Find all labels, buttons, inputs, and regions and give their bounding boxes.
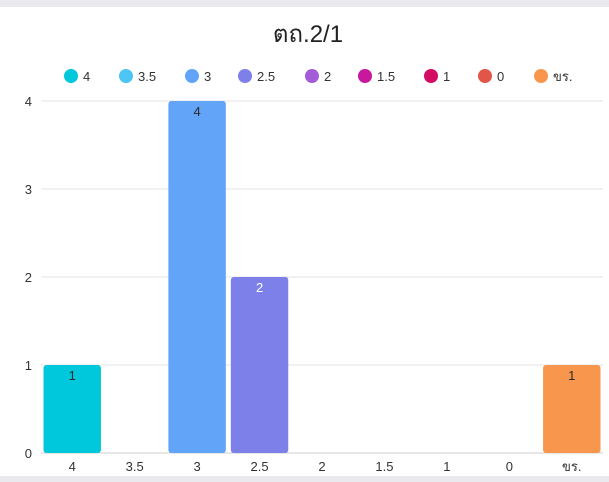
bar[interactable] bbox=[43, 365, 101, 453]
x-tick-label: 1 bbox=[443, 459, 450, 474]
legend-label: 2.5 bbox=[257, 69, 275, 84]
legend-label: 3 bbox=[204, 69, 211, 84]
legend-label: 1.5 bbox=[377, 69, 395, 84]
grid-lines bbox=[41, 100, 603, 454]
bar-data-label: 1 bbox=[69, 368, 76, 383]
legend-item[interactable]: 3.5 bbox=[119, 69, 156, 84]
x-tick-label: 0 bbox=[506, 459, 513, 474]
legend-label: 3.5 bbox=[138, 69, 156, 84]
bar[interactable] bbox=[543, 365, 601, 453]
legend-swatch bbox=[238, 69, 252, 83]
legend-label: 4 bbox=[83, 69, 90, 84]
legend-swatch bbox=[478, 69, 492, 83]
legend-label: 2 bbox=[324, 69, 331, 84]
legend-swatch bbox=[119, 69, 133, 83]
x-tick-label: ขร. bbox=[562, 459, 581, 474]
x-axis: 4 3.5 3 2.5 2 1.5 1 0 ขร. bbox=[69, 459, 582, 474]
bar-chart: ตถ.2/1 4 3.5 3 2.5 2 1.5 1 0 ขร. 0 1 2 3 4 1 4 2 1 4 3.5… bbox=[25, 21, 603, 474]
bar-data-label: 4 bbox=[193, 104, 200, 119]
legend-swatch bbox=[64, 69, 78, 83]
y-tick-label: 1 bbox=[25, 358, 32, 373]
bar-data-label: 1 bbox=[568, 368, 575, 383]
legend: 4 3.5 3 2.5 2 1.5 1 0 ขร. bbox=[64, 69, 572, 84]
bars: 1 4 2 1 bbox=[43, 101, 601, 453]
y-tick-label: 4 bbox=[25, 94, 32, 109]
legend-item[interactable]: 4 bbox=[64, 69, 90, 84]
y-tick-label: 0 bbox=[25, 446, 32, 461]
chart-panel: ตถ.2/1 4 3.5 3 2.5 2 1.5 1 0 ขร. 0 1 2 3 4 1 4 2 1 4 3.5… bbox=[0, 7, 609, 476]
legend-item[interactable]: 3 bbox=[185, 69, 211, 84]
legend-swatch bbox=[424, 69, 438, 83]
x-tick-label: 1.5 bbox=[375, 459, 393, 474]
legend-label: 0 bbox=[497, 69, 504, 84]
y-tick-label: 2 bbox=[25, 270, 32, 285]
legend-item[interactable]: 2.5 bbox=[238, 69, 275, 84]
legend-item[interactable]: 2 bbox=[305, 69, 331, 84]
x-tick-label: 2.5 bbox=[251, 459, 269, 474]
legend-label: ขร. bbox=[553, 69, 572, 84]
bar-data-label: 2 bbox=[256, 280, 263, 295]
legend-item[interactable]: 1 bbox=[424, 69, 450, 84]
legend-item[interactable]: 1.5 bbox=[358, 69, 395, 84]
bar[interactable] bbox=[168, 101, 226, 453]
x-tick-label: 3.5 bbox=[126, 459, 144, 474]
legend-label: 1 bbox=[443, 69, 450, 84]
x-tick-label: 3 bbox=[193, 459, 200, 474]
legend-item[interactable]: 0 bbox=[478, 69, 504, 84]
legend-swatch bbox=[358, 69, 372, 83]
y-axis: 0 1 2 3 4 bbox=[25, 94, 32, 461]
x-tick-label: 4 bbox=[69, 459, 76, 474]
bar[interactable] bbox=[230, 277, 289, 453]
legend-swatch bbox=[534, 69, 548, 83]
x-tick-label: 2 bbox=[318, 459, 325, 474]
legend-swatch bbox=[305, 69, 319, 83]
legend-swatch bbox=[185, 69, 199, 83]
chart-title: ตถ.2/1 bbox=[273, 21, 343, 48]
y-tick-label: 3 bbox=[25, 182, 32, 197]
legend-item[interactable]: ขร. bbox=[534, 69, 572, 84]
